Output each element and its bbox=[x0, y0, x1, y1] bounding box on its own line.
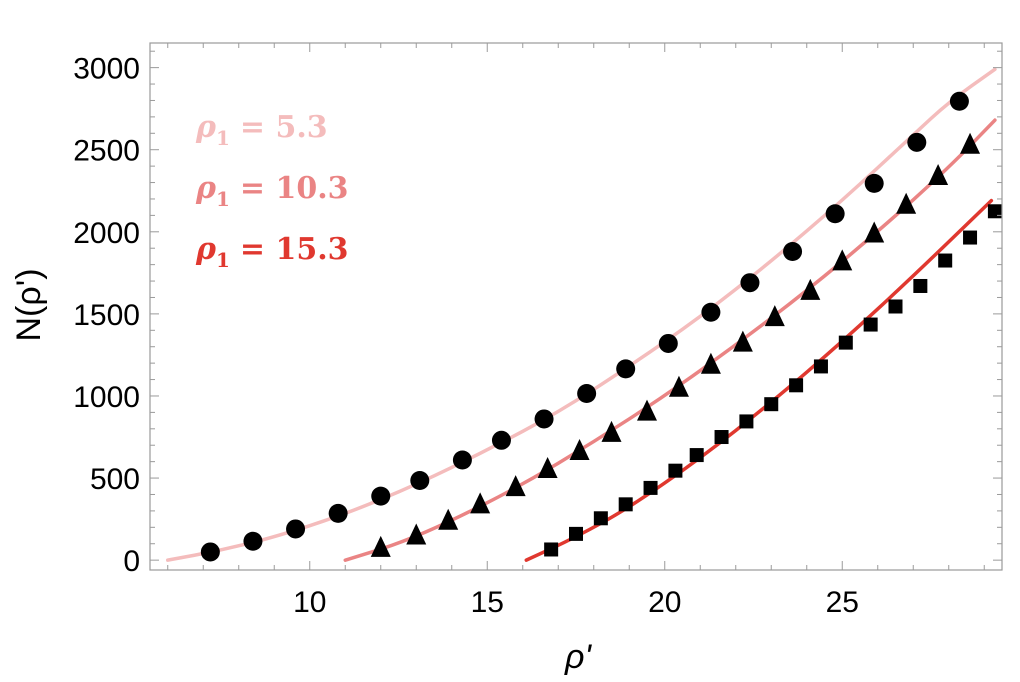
data-point-circle bbox=[740, 273, 760, 293]
data-point-triangle bbox=[470, 492, 491, 514]
y-tick-label: 1500 bbox=[73, 299, 140, 332]
data-point-circle bbox=[200, 542, 220, 562]
data-point-triangle bbox=[732, 330, 753, 352]
y-tick-label: 3000 bbox=[73, 53, 140, 86]
x-tick-label: 10 bbox=[293, 586, 326, 619]
data-point-square bbox=[714, 430, 729, 445]
data-markers bbox=[200, 91, 1002, 562]
data-point-circle bbox=[286, 519, 306, 539]
legend-value: = 10.3 bbox=[240, 171, 349, 206]
data-point-circle bbox=[577, 384, 597, 404]
x-tick-label: 25 bbox=[826, 586, 859, 619]
data-point-circle bbox=[534, 409, 554, 429]
x-axis-ticks: 10 15 20 25 bbox=[167, 43, 985, 619]
data-point-square bbox=[544, 542, 559, 557]
legend-subscript: 1 bbox=[216, 187, 230, 211]
data-point-circle bbox=[864, 173, 884, 193]
data-point-square bbox=[863, 317, 878, 332]
data-point-triangle bbox=[569, 438, 590, 460]
data-point-square bbox=[838, 335, 853, 350]
data-point-triangle bbox=[896, 192, 917, 214]
legend-entry: ρ1 = 15.3 bbox=[195, 232, 349, 272]
plot-frame bbox=[149, 42, 1003, 571]
data-point-circle bbox=[410, 471, 430, 491]
data-point-circle bbox=[616, 359, 636, 379]
data-point-circle bbox=[452, 450, 472, 470]
data-point-triangle bbox=[764, 305, 785, 327]
data-point-circle bbox=[907, 132, 927, 152]
data-point-circle bbox=[825, 204, 845, 224]
data-point-circle bbox=[701, 302, 721, 322]
data-point-triangle bbox=[637, 399, 657, 421]
data-point-square bbox=[593, 511, 608, 526]
data-point-square bbox=[813, 359, 828, 374]
data-point-circle bbox=[243, 531, 263, 551]
data-point-triangle bbox=[438, 508, 459, 530]
data-point-triangle bbox=[537, 457, 558, 479]
data-point-square bbox=[739, 414, 754, 429]
x-tick-label: 20 bbox=[648, 586, 681, 619]
legend-symbol: ρ bbox=[195, 232, 217, 267]
legend-value: = 15.3 bbox=[240, 232, 349, 267]
data-point-circle bbox=[783, 242, 803, 262]
data-point-triangle bbox=[505, 475, 526, 497]
data-point-triangle bbox=[832, 249, 853, 271]
data-point-square bbox=[938, 253, 953, 268]
data-point-triangle bbox=[864, 221, 885, 243]
x-tick-label: 15 bbox=[471, 586, 504, 619]
data-point-square bbox=[963, 230, 978, 245]
data-point-triangle bbox=[800, 278, 821, 300]
data-point-triangle bbox=[406, 523, 427, 545]
fit-curve-2 bbox=[343, 118, 997, 562]
data-point-square bbox=[789, 378, 804, 393]
legend-value: = 5.3 bbox=[240, 110, 328, 145]
y-axis-ticks: 0 500 1000 1500 2000 2500 3000 bbox=[73, 50, 1002, 578]
data-point-square bbox=[689, 448, 704, 463]
data-point-square bbox=[913, 278, 928, 293]
data-point-square bbox=[643, 480, 658, 495]
data-point-circle bbox=[371, 486, 391, 506]
data-point-circle bbox=[658, 333, 678, 353]
y-tick-label: 1000 bbox=[73, 381, 140, 414]
legend-symbol: ρ bbox=[195, 171, 217, 206]
y-tick-label: 500 bbox=[90, 463, 140, 496]
data-point-square bbox=[618, 497, 633, 512]
data-point-square bbox=[987, 204, 1002, 219]
data-point-square bbox=[668, 463, 683, 478]
data-point-square bbox=[569, 526, 583, 541]
data-point-square bbox=[764, 397, 779, 412]
y-tick-label: 2500 bbox=[73, 135, 140, 168]
fit-curve-1 bbox=[166, 67, 997, 562]
data-point-triangle bbox=[370, 535, 391, 557]
data-point-circle bbox=[491, 430, 511, 450]
legend-subscript: 1 bbox=[216, 248, 230, 272]
data-point-triangle bbox=[700, 352, 721, 374]
fit-curve-3 bbox=[524, 198, 994, 562]
x-axis-label: ρ' bbox=[564, 638, 592, 676]
data-point-triangle bbox=[601, 420, 622, 442]
y-tick-label: 0 bbox=[123, 545, 140, 578]
legend-subscript: 1 bbox=[216, 126, 230, 150]
data-point-triangle bbox=[668, 375, 689, 397]
data-point-circle bbox=[949, 91, 969, 111]
legend-symbol: ρ bbox=[195, 110, 217, 145]
data-point-triangle bbox=[928, 163, 949, 185]
data-point-circle bbox=[328, 503, 348, 523]
y-axis-label: N(ρ') bbox=[10, 268, 48, 341]
legend: ρ1 = 5.3ρ1 = 10.3ρ1 = 15.3 bbox=[195, 110, 349, 272]
legend-entry: ρ1 = 10.3 bbox=[195, 171, 349, 211]
legend-entry: ρ1 = 5.3 bbox=[195, 110, 328, 150]
data-point-triangle bbox=[960, 132, 981, 154]
data-point-square bbox=[888, 299, 903, 314]
y-tick-label: 2000 bbox=[73, 217, 140, 250]
